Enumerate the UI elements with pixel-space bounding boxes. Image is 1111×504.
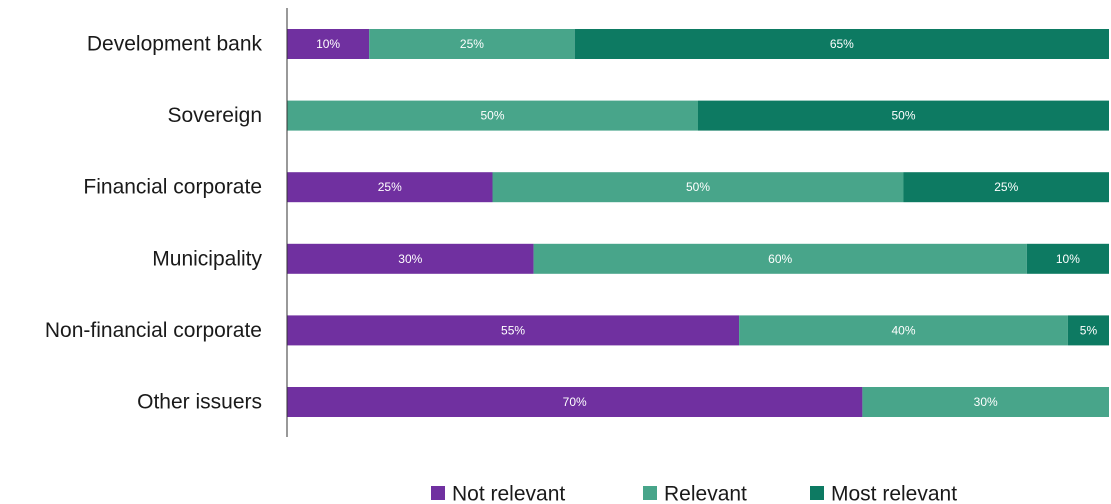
bar-most-relevant-development-bank [574, 29, 1109, 59]
data-label-most-relevant-municipality: 10% [1056, 252, 1080, 266]
category-labels: Development bank Sovereign Financial corpo… [45, 33, 263, 414]
bar-most-relevant-financial-corporate [903, 172, 1109, 203]
data-label-not-relevant-municipality: 30% [398, 252, 422, 266]
category-label-other-issuers: Other issuers [137, 391, 262, 414]
data-label-not-relevant-non-financial-corporate: 55% [501, 323, 525, 337]
bar-not-relevant-municipality [287, 243, 534, 274]
data-label-relevant-other-issuers: 30% [974, 395, 998, 409]
legend: Not relevant Relevant Most relevant [431, 483, 957, 504]
bars-layer: 10% 25% 65% 50% 50% 25% 50% 25% 30% 60% 10% 55% 40% 5… [287, 29, 1109, 417]
category-label-financial-corporate: Financial corporate [83, 176, 262, 199]
data-label-relevant-non-financial-corporate: 40% [891, 323, 915, 337]
data-label-relevant-sovereign: 50% [480, 109, 504, 123]
data-label-not-relevant-financial-corporate: 25% [378, 180, 402, 194]
legend-swatch-relevant [643, 486, 657, 500]
data-label-relevant-municipality: 60% [768, 252, 792, 266]
category-label-development-bank: Development bank [87, 33, 263, 56]
bar-not-relevant-other-issuers [287, 387, 863, 417]
bar-relevant-development-bank [369, 29, 575, 59]
bar-most-relevant-municipality [1026, 243, 1109, 274]
bar-not-relevant-financial-corporate [287, 172, 493, 203]
legend-label-most-relevant: Most relevant [831, 483, 957, 504]
category-label-sovereign: Sovereign [167, 104, 262, 127]
bar-most-relevant-non-financial-corporate [1067, 315, 1109, 346]
data-label-not-relevant-other-issuers: 70% [563, 395, 587, 409]
bar-relevant-non-financial-corporate [739, 315, 1068, 346]
category-label-non-financial-corporate: Non-financial corporate [45, 319, 262, 342]
legend-label-not-relevant: Not relevant [452, 483, 565, 504]
bar-relevant-sovereign [287, 100, 698, 131]
bar-relevant-other-issuers [862, 387, 1109, 417]
legend-swatch-not-relevant [431, 486, 445, 500]
bar-most-relevant-sovereign [698, 100, 1109, 131]
bar-not-relevant-development-bank [287, 29, 370, 59]
data-label-not-relevant-development-bank: 10% [316, 37, 340, 51]
bar-relevant-municipality [533, 243, 1027, 274]
data-label-most-relevant-non-financial-corporate: 5% [1080, 323, 1098, 337]
bar-not-relevant-non-financial-corporate [287, 315, 740, 346]
data-label-most-relevant-development-bank: 65% [830, 37, 854, 51]
data-label-relevant-financial-corporate: 50% [686, 180, 710, 194]
category-label-municipality: Municipality [152, 247, 262, 270]
legend-swatch-most-relevant [810, 486, 824, 500]
legend-label-relevant: Relevant [664, 483, 747, 504]
bar-relevant-financial-corporate [492, 172, 904, 203]
data-label-most-relevant-sovereign: 50% [891, 109, 915, 123]
data-label-most-relevant-financial-corporate: 25% [994, 180, 1018, 194]
data-label-relevant-development-bank: 25% [460, 37, 484, 51]
